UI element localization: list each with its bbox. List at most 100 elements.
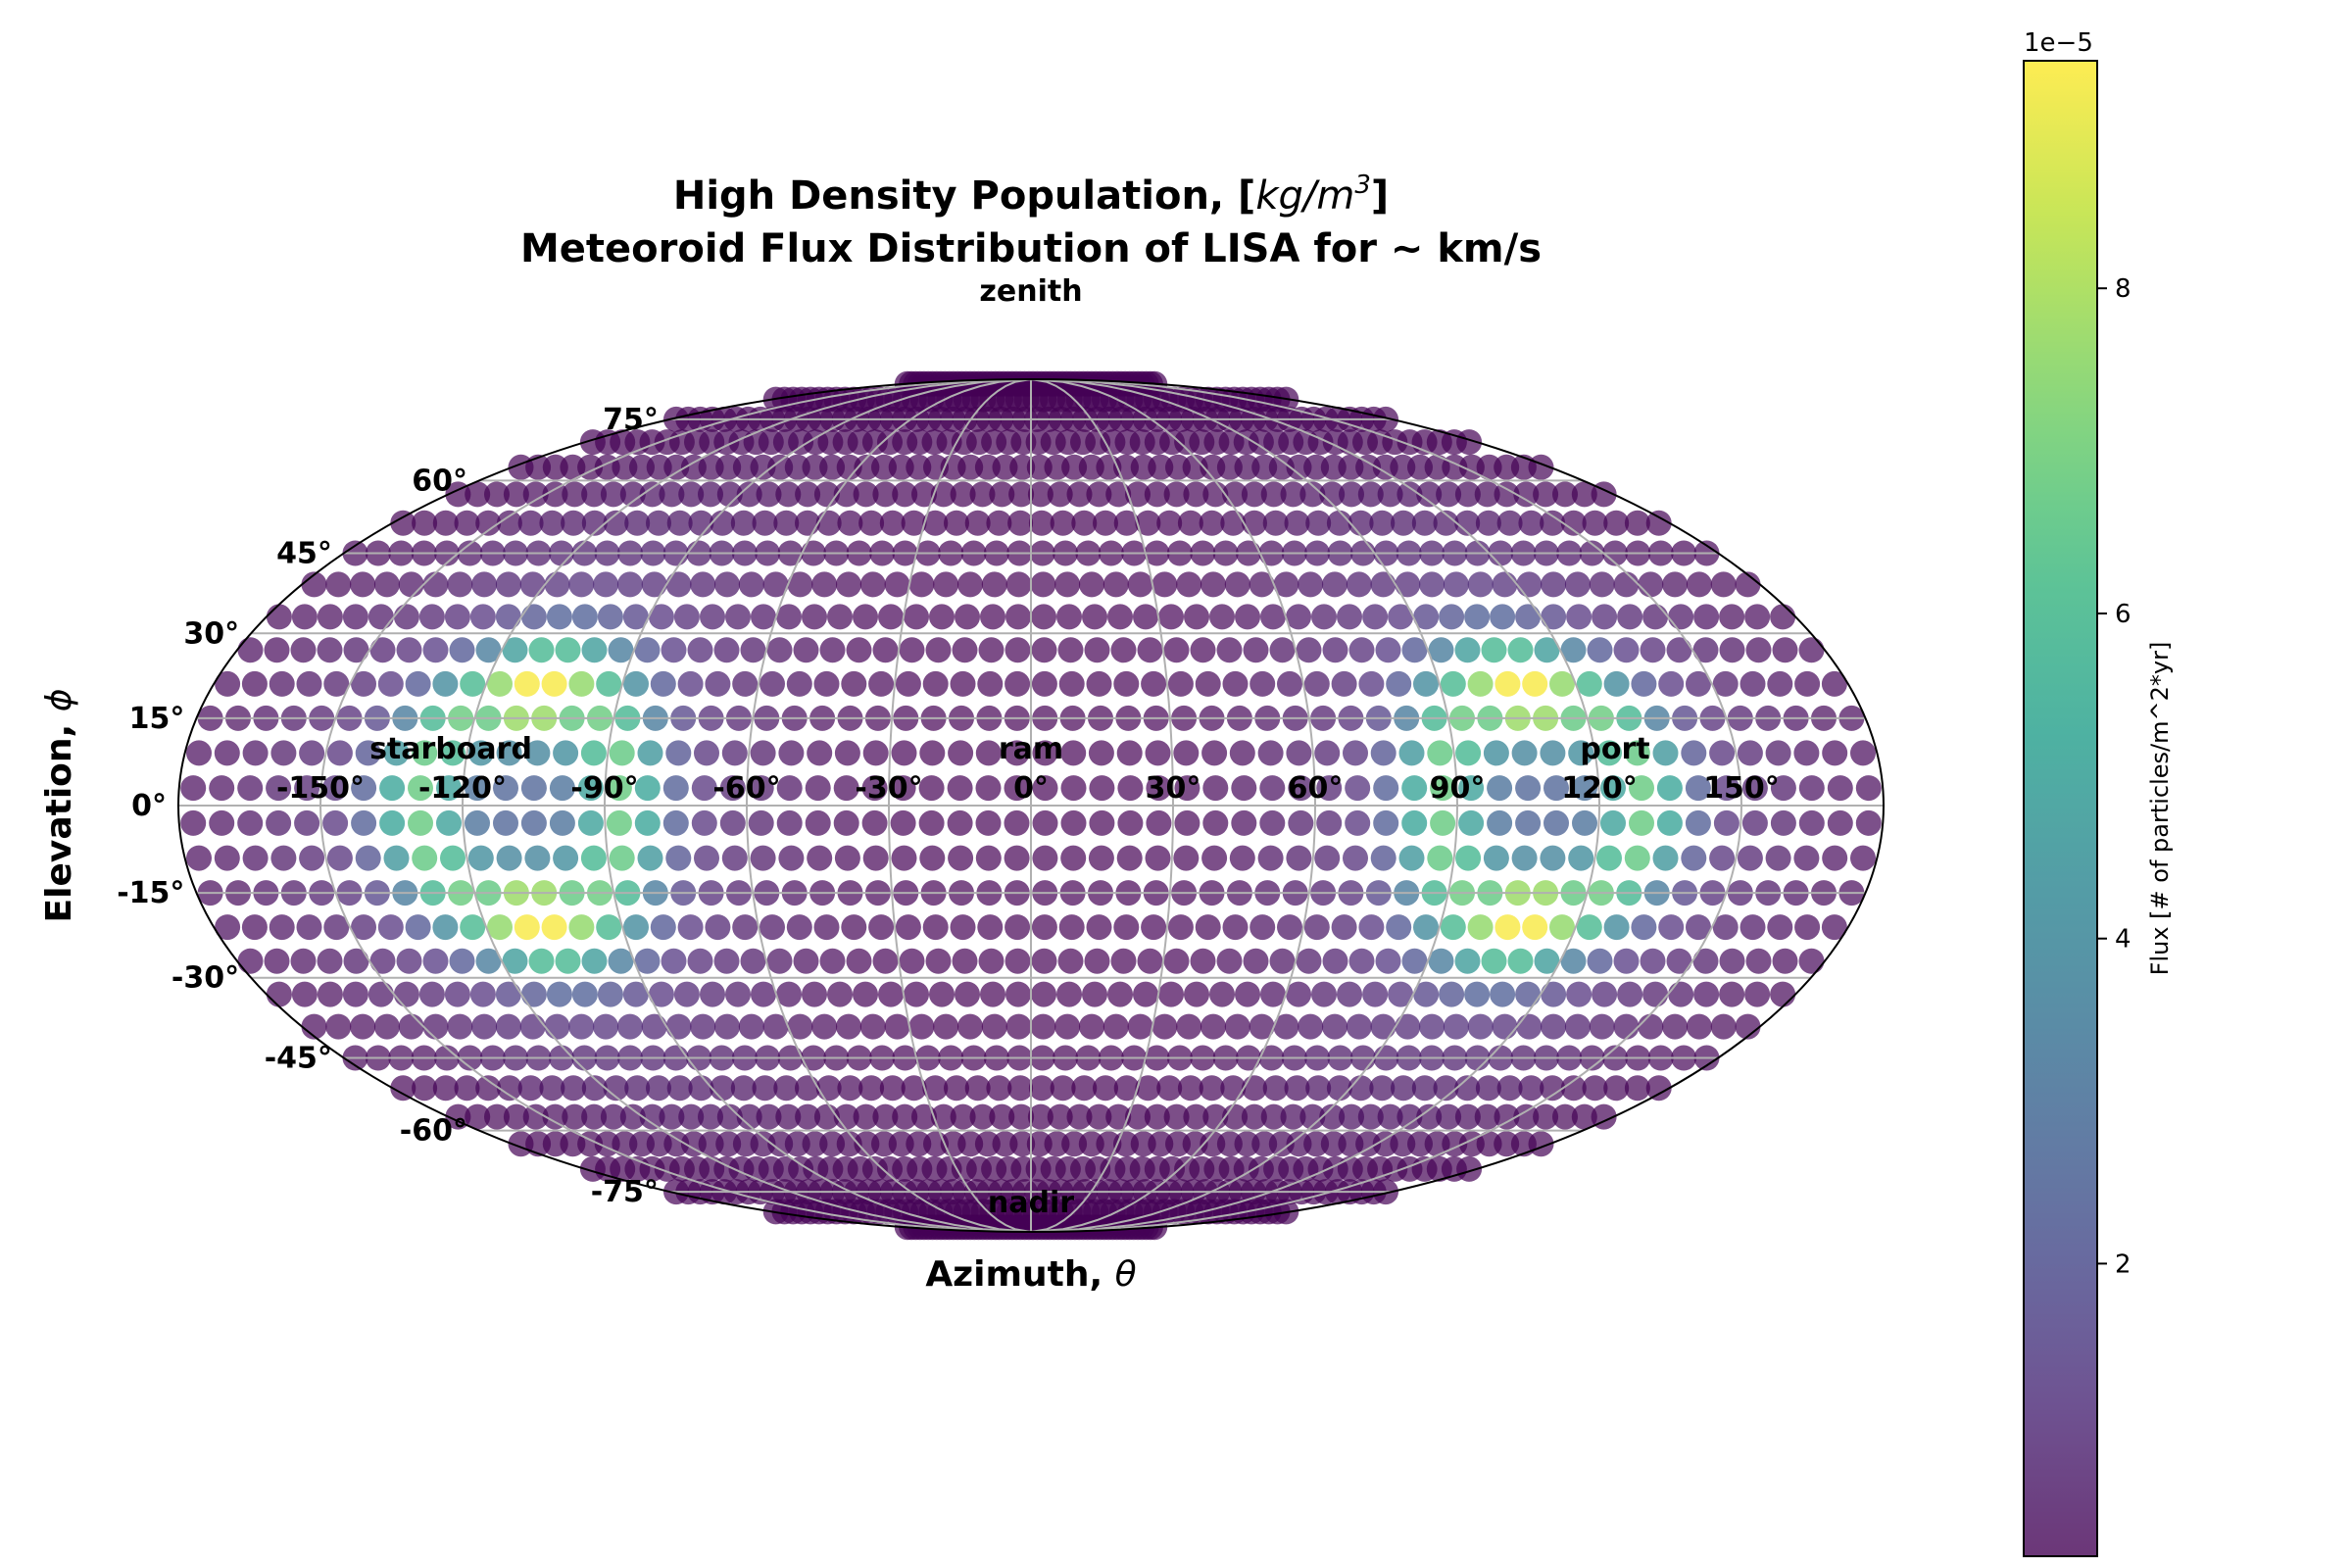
flux-point [266, 809, 292, 836]
flux-point [1522, 914, 1548, 941]
flux-point [444, 604, 470, 630]
flux-point [1492, 1013, 1518, 1040]
flux-point [1032, 775, 1058, 802]
flux-point [539, 510, 565, 536]
x-axis-label: Azimuth, θ [925, 1254, 1136, 1295]
flux-point [180, 775, 207, 802]
flux-point [1560, 948, 1587, 974]
flux-point [1494, 670, 1521, 697]
flux-point [1177, 1075, 1203, 1102]
flux-point [1346, 571, 1372, 598]
flux-point [1054, 571, 1081, 598]
flux-point [721, 740, 748, 766]
flux-point [1319, 1103, 1346, 1130]
flux-point [600, 1103, 626, 1130]
flux-point [514, 670, 540, 697]
flux-point [1216, 637, 1243, 663]
flux-point [1507, 948, 1534, 974]
flux-point [396, 948, 422, 974]
flux-point [1316, 809, 1343, 836]
flux-point [502, 637, 528, 663]
flux-point [444, 981, 470, 1007]
y-tick-label: -60° [400, 1114, 467, 1149]
meridian-gridline [1030, 379, 1743, 1232]
flux-point [1158, 604, 1184, 630]
flux-point [1855, 775, 1882, 802]
flux-point [1156, 510, 1183, 536]
flux-point [955, 981, 980, 1007]
flux-point [639, 481, 665, 508]
flux-point [1231, 775, 1257, 802]
starboard-label: starboard [369, 732, 532, 766]
chart-title-line2: Meteoroid Flux Distribution of LISA for … [520, 226, 1542, 271]
flux-point [1173, 740, 1200, 766]
flux-point [396, 637, 422, 663]
flux-point [1745, 948, 1772, 974]
flux-point [687, 637, 713, 663]
flux-point [1260, 481, 1287, 508]
flux-point [1241, 481, 1267, 508]
flux-point [1467, 670, 1494, 697]
flux-point [929, 604, 955, 630]
flux-point [1216, 948, 1243, 974]
flux-point [648, 604, 674, 630]
flux-point [716, 1103, 743, 1130]
flux-point [301, 571, 327, 598]
flux-point [713, 637, 740, 663]
flux-point [1440, 670, 1466, 697]
flux-point [487, 914, 513, 941]
flux-point [1163, 481, 1190, 508]
x-axis-symbol: θ [1115, 1254, 1137, 1295]
flux-point [899, 637, 925, 663]
flux-point [919, 845, 946, 871]
flux-point [398, 571, 424, 598]
flux-point [1428, 637, 1454, 663]
flux-point [496, 845, 522, 871]
flux-point [1560, 1075, 1587, 1102]
flux-point [1086, 1103, 1112, 1130]
flux-point [858, 1075, 885, 1102]
flux-point [1007, 1075, 1034, 1102]
flux-point [368, 604, 394, 630]
flux-point [1004, 809, 1030, 836]
x-tick-label: 150° [1703, 771, 1780, 806]
flux-point [1430, 775, 1456, 802]
flux-point [436, 809, 462, 836]
flux-point [1427, 740, 1453, 766]
flux-point [1058, 670, 1085, 697]
flux-point [846, 948, 872, 974]
flux-point [1199, 510, 1225, 536]
flux-point [698, 481, 723, 508]
flux-point [634, 809, 661, 836]
flux-point [619, 1103, 646, 1130]
flux-point [393, 981, 419, 1007]
flux-point [1133, 981, 1158, 1007]
flux-point [1348, 637, 1375, 663]
flux-point [1004, 637, 1031, 663]
flux-point [748, 775, 774, 802]
flux-point [1401, 809, 1428, 836]
flux-point [377, 670, 404, 697]
flux-point [432, 510, 459, 536]
flux-point [721, 845, 748, 871]
flux-point [944, 1075, 969, 1102]
flux-point [1515, 981, 1542, 1007]
flux-point [1474, 481, 1500, 508]
flux-point [637, 845, 663, 871]
flux-point [901, 510, 927, 536]
flux-point [1195, 914, 1221, 941]
flux-point [1413, 981, 1440, 1007]
flux-point [1560, 510, 1587, 536]
flux-point [1552, 481, 1578, 508]
flux-point [952, 637, 978, 663]
flux-point [475, 1075, 502, 1102]
flux-point [1201, 740, 1228, 766]
flux-point [1004, 670, 1031, 697]
flux-point [904, 981, 929, 1007]
flux-point [1209, 981, 1235, 1007]
flux-point [1685, 809, 1711, 836]
flux-point [665, 1013, 692, 1040]
flux-point [242, 845, 269, 871]
flux-point [373, 571, 400, 598]
flux-point [925, 637, 952, 663]
